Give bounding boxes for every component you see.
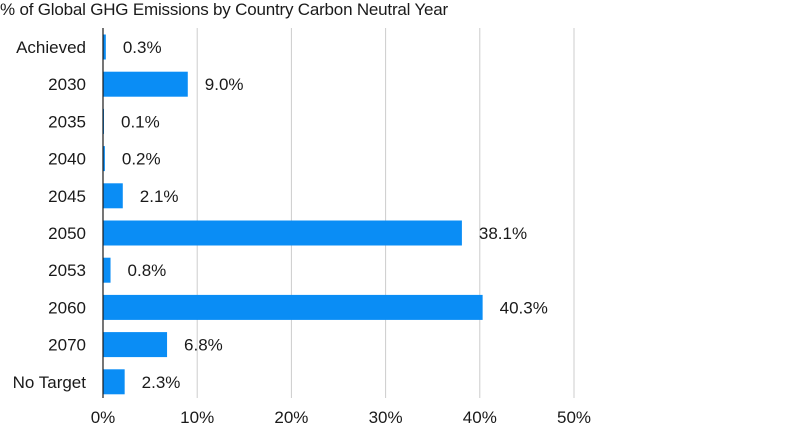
data-label: 0.1% bbox=[121, 112, 160, 131]
bar bbox=[103, 257, 111, 283]
data-label: 0.8% bbox=[128, 261, 167, 280]
category-label: Achieved bbox=[16, 38, 86, 57]
data-label: 2.1% bbox=[140, 187, 179, 206]
x-tick-label: 0% bbox=[91, 408, 116, 427]
bar bbox=[103, 294, 483, 320]
x-tick-label: 10% bbox=[180, 408, 214, 427]
category-label: 2045 bbox=[48, 187, 86, 206]
bar bbox=[103, 369, 125, 395]
data-label: 6.8% bbox=[184, 336, 223, 355]
category-label: 2040 bbox=[48, 150, 86, 169]
x-tick-label: 20% bbox=[274, 408, 308, 427]
data-label: 0.2% bbox=[122, 150, 161, 169]
category-label: 2035 bbox=[48, 112, 86, 131]
bar bbox=[103, 220, 462, 246]
x-tick-label: 50% bbox=[557, 408, 591, 427]
x-tick-label: 40% bbox=[463, 408, 497, 427]
category-label: 2060 bbox=[48, 298, 86, 317]
bar bbox=[103, 71, 188, 97]
bar bbox=[103, 34, 106, 60]
data-label: 2.3% bbox=[142, 373, 181, 392]
bar bbox=[103, 183, 123, 209]
bar bbox=[103, 332, 168, 358]
category-label: 2050 bbox=[48, 224, 86, 243]
x-tick-label: 30% bbox=[369, 408, 403, 427]
category-label: 2053 bbox=[48, 261, 86, 280]
chart-title: % of Global GHG Emissions by Country Car… bbox=[0, 0, 449, 19]
data-label: 0.3% bbox=[123, 38, 162, 57]
data-label: 38.1% bbox=[479, 224, 527, 243]
category-label: No Target bbox=[13, 373, 87, 392]
category-label: 2070 bbox=[48, 336, 86, 355]
data-label: 40.3% bbox=[500, 298, 548, 317]
data-label: 9.0% bbox=[205, 75, 244, 94]
bar bbox=[103, 146, 105, 172]
category-label: 2030 bbox=[48, 75, 86, 94]
